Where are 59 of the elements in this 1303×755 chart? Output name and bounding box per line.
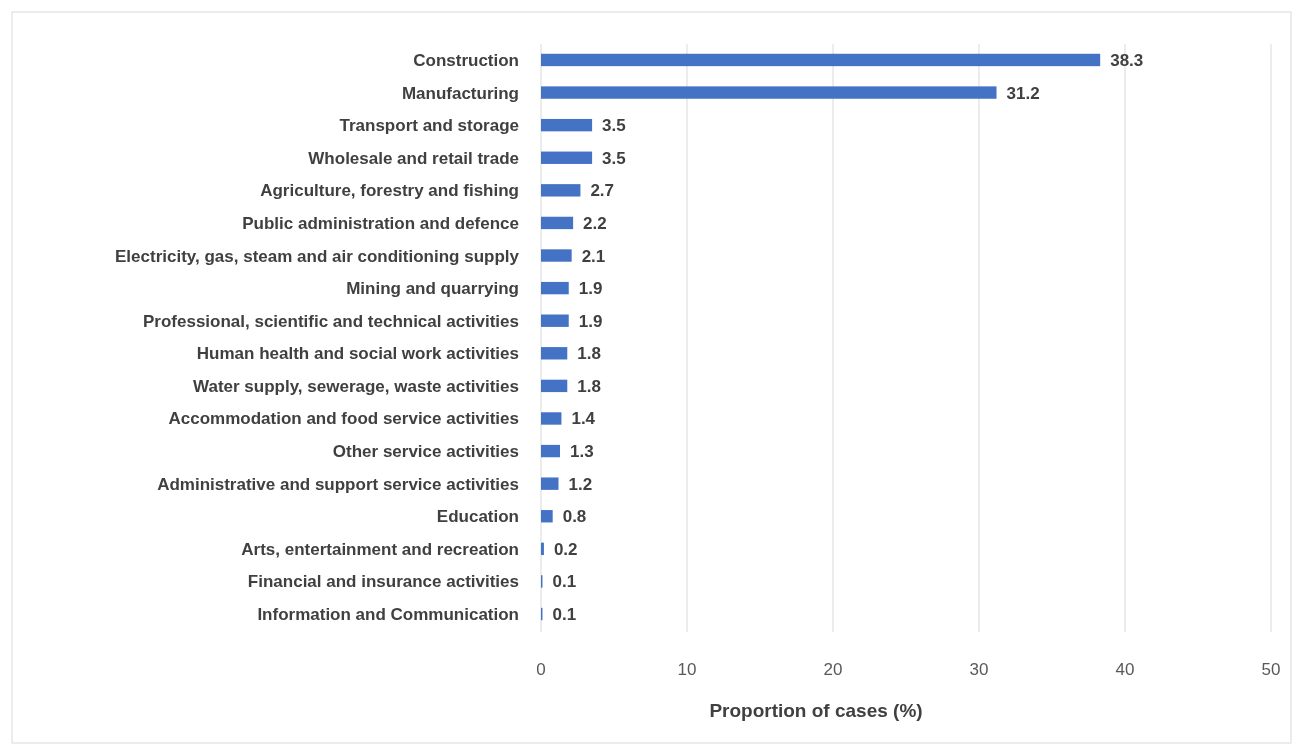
x-tick-label: 10: [677, 660, 697, 679]
data-label: 1.8: [577, 344, 601, 364]
data-label: 3.5: [602, 148, 626, 168]
data-label: 0.1: [552, 572, 577, 592]
x-tick-label: 50: [1261, 660, 1281, 679]
data-label: 2.2: [583, 213, 607, 233]
y-tick-label: Transport and storage: [339, 116, 519, 136]
data-label: 38.3: [1110, 50, 1144, 70]
data-label: 1.3: [569, 442, 594, 462]
data-label: 0.2: [553, 539, 578, 559]
y-tick-label: Water supply, sewerage, waste activities: [193, 376, 519, 396]
data-label: 1.9: [578, 279, 603, 299]
bar: [541, 249, 572, 262]
x-tick-label: 0: [536, 660, 546, 679]
data-label: 31.2: [1006, 83, 1040, 103]
data-label: 3.5: [602, 116, 626, 136]
bar: [541, 314, 569, 327]
bar: [541, 444, 560, 458]
bar: [541, 151, 593, 164]
x-axis-title: Proportion of cases (%): [709, 700, 923, 721]
y-tick-label: Wholesale and retail trade: [308, 148, 519, 168]
bar: [541, 510, 553, 523]
bar: [541, 379, 568, 393]
data-label: 0.8: [562, 507, 587, 527]
bar: [541, 347, 568, 360]
data-label: 1.4: [571, 409, 596, 429]
bar: [541, 53, 1101, 67]
y-tick-label: Accommodation and food service activities: [168, 409, 519, 429]
y-tick-label: Administrative and support service activities: [157, 474, 519, 494]
y-tick-label: Arts, entertainment and recreation: [241, 539, 519, 559]
bar: [541, 542, 544, 556]
bar: [541, 216, 574, 230]
y-tick-label: Human health and social work activities: [196, 344, 519, 364]
data-label: 2.7: [590, 181, 615, 201]
x-tick-label: 30: [969, 660, 989, 679]
data-label: 2.1: [581, 246, 606, 266]
data-label: 1.2: [568, 474, 593, 494]
y-tick-label: Manufacturing: [401, 83, 519, 103]
y-tick-label: Information and Communication: [257, 605, 519, 625]
bar: [541, 118, 593, 132]
y-tick-label: Professional, scientific and technical activities: [142, 311, 519, 331]
data-label: 1.8: [577, 376, 601, 396]
bar: [541, 86, 997, 99]
y-tick-label: Other service activities: [332, 442, 519, 462]
x-tick-label: 40: [1115, 660, 1135, 679]
y-tick-label: Public administration and defence: [242, 213, 519, 233]
x-tick-label: 20: [823, 660, 843, 679]
y-tick-label: Financial and insurance activities: [247, 572, 519, 592]
bar: [541, 281, 569, 295]
y-tick-label: Education: [436, 507, 519, 527]
y-tick-label: Agriculture, forestry and fishing: [260, 181, 519, 201]
data-label: 0.1: [552, 605, 577, 625]
y-tick-label: Construction: [413, 50, 519, 70]
bar: [541, 412, 562, 425]
bar: [541, 184, 581, 197]
data-label: 1.9: [578, 311, 603, 331]
bar: [541, 477, 559, 490]
y-tick-label: Electricity, gas, steam and air conditioning supply: [115, 246, 520, 266]
y-tick-label: Mining and quarrying: [346, 279, 519, 299]
